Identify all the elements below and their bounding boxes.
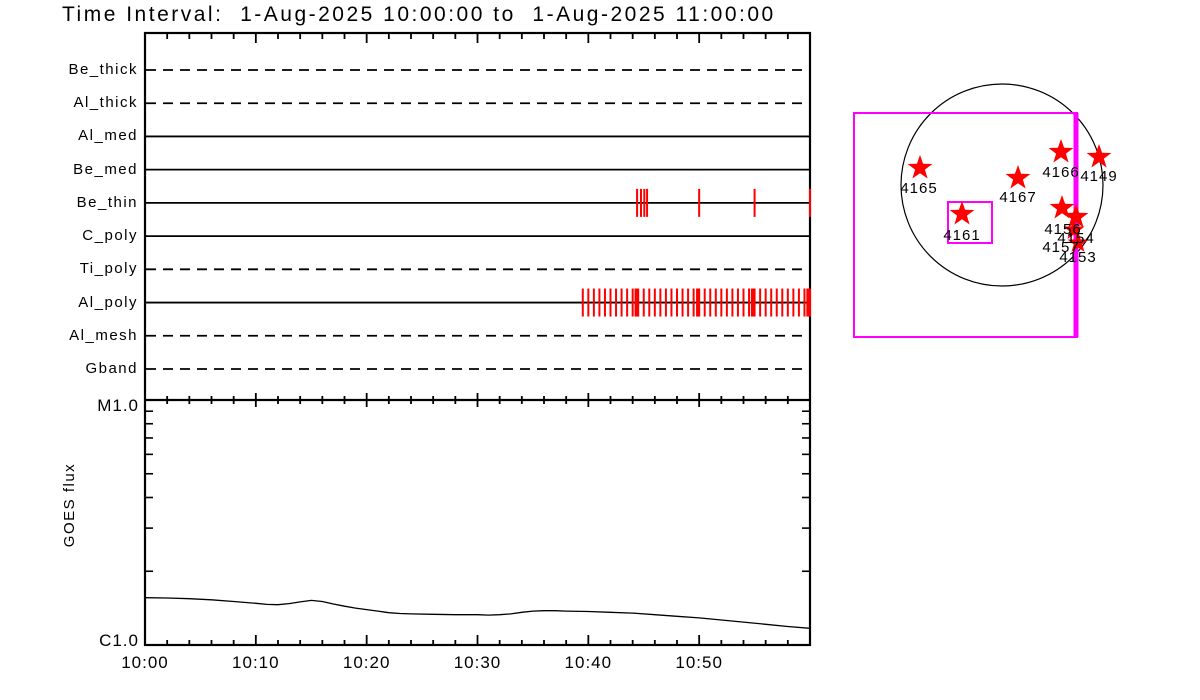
page-title: Time Interval: 1-Aug-2025 10:00:00 to 1-…	[62, 3, 776, 26]
ar-star-4149	[1086, 144, 1112, 168]
ar-label-4156: 4156	[1044, 221, 1081, 238]
filter-label-gband: Gband	[85, 359, 138, 377]
ar-label-4149: 4149	[1080, 168, 1117, 185]
ar-label-4154: 4154	[1057, 230, 1094, 247]
filter-label-al_poly: Al_poly	[78, 293, 138, 311]
ar-star-4161	[949, 201, 975, 225]
y-tick-label-m1: M1.0	[97, 396, 139, 415]
x-tick-label-1000: 10:00	[121, 653, 169, 672]
ar-star-4153	[1067, 232, 1089, 252]
goes-flux-curve	[144, 597, 811, 629]
x-tick-label-1020: 10:20	[342, 653, 391, 672]
ar-label-4166: 4166	[1042, 164, 1079, 181]
ar-label-4153: 4153	[1059, 249, 1096, 266]
ar-star-4166	[1048, 139, 1074, 163]
x-tick-label-1050: 10:50	[675, 653, 723, 672]
ar-star-4165	[907, 155, 933, 179]
y-tick-label-c1: C1.0	[99, 631, 139, 650]
x-tick-label-1010: 10:10	[232, 653, 280, 672]
filter-label-be_thin: Be_thin	[76, 193, 138, 211]
ar-star-4156	[1049, 195, 1075, 219]
ar-label-4167: 4167	[999, 189, 1036, 206]
filter-label-al_mesh: Al_mesh	[69, 326, 138, 344]
filter-label-ti_poly: Ti_poly	[79, 260, 138, 278]
ar-star-4154	[1063, 204, 1089, 228]
filter-label-be_med: Be_med	[73, 160, 138, 178]
solar-limb-circle	[900, 83, 1104, 287]
ar-label-4165: 4165	[900, 180, 937, 197]
ar-star-4157	[1063, 219, 1085, 239]
fov-box-1	[947, 201, 993, 244]
filter-label-c_poly: C_poly	[82, 227, 138, 245]
ar-label-4161: 4161	[943, 227, 980, 244]
filter-label-al_thick: Al_thick	[73, 94, 138, 112]
ar-star-4167	[1005, 165, 1031, 189]
goes-flux-axis-label: GOES flux	[61, 462, 78, 548]
filter-label-al_med: Al_med	[78, 127, 138, 145]
x-tick-label-1040: 10:40	[564, 653, 613, 672]
x-tick-label-1030: 10:30	[453, 653, 502, 672]
ar-label-4157: 4157	[1042, 239, 1079, 256]
filter-label-be_thick: Be_thick	[68, 61, 138, 78]
plot-frame	[143, 31, 812, 647]
